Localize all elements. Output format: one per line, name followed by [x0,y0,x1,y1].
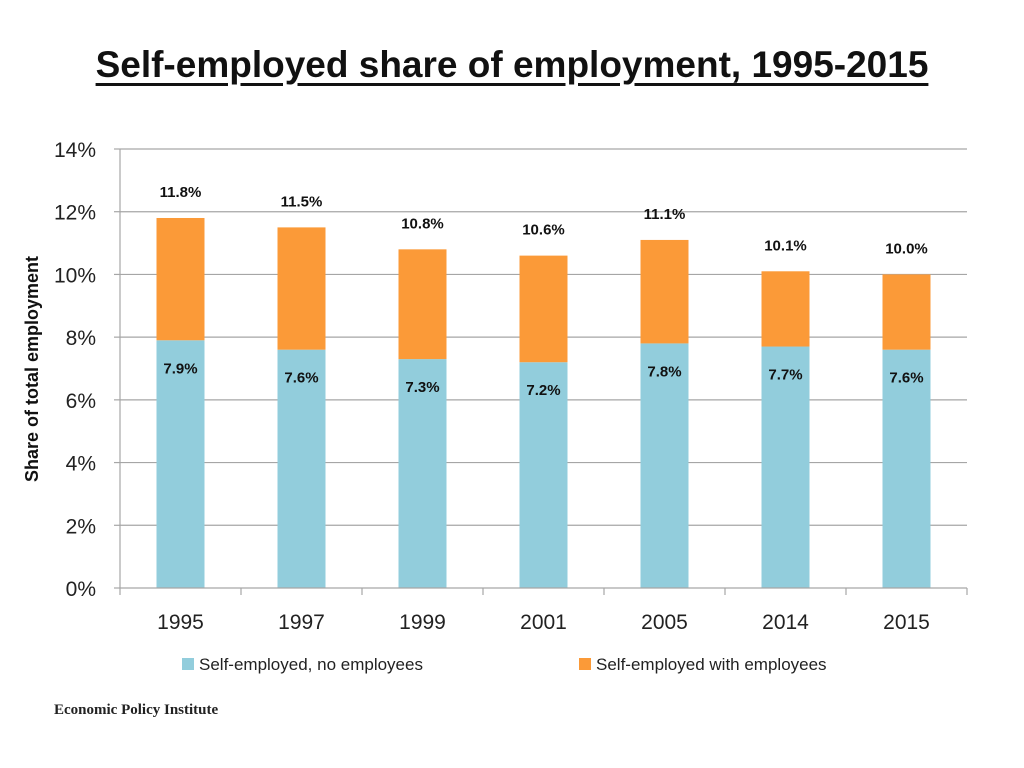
data-label-no-employees: 7.2% [526,382,560,399]
y-axis-ticks: 0% 2% 4% 6% 8% 10% 12% 14% [54,139,96,601]
x-axis [119,149,968,595]
data-label-no-employees: 7.7% [768,367,802,384]
data-label-no-employees: 7.6% [889,370,923,387]
x-tick-label: 2015 [883,611,930,634]
legend-swatch [579,658,591,670]
x-tick-label: 2014 [762,611,809,634]
y-tick-label: 6% [66,390,96,413]
x-tick-label: 1995 [157,611,204,634]
bar-with-employees [761,271,810,347]
bar-no-employees [882,349,931,588]
bar-with-employees [156,217,205,341]
legend-label: Self-employed with employees [596,655,827,674]
data-label-no-employees: 7.8% [647,363,681,380]
y-axis-label: Share of total employment [22,256,42,482]
data-label-total: 10.6% [522,222,565,239]
bars [156,217,931,588]
y-tick-label: 8% [66,327,96,350]
bar-with-employees [640,239,689,344]
data-label-total: 11.8% [160,184,202,201]
chart-title: Self-employed share of employment, 1995-… [95,44,929,85]
bar-with-employees [398,249,447,360]
data-label-total: 11.1% [644,206,686,223]
x-tick-label: 1999 [399,611,446,634]
y-tick-label: 0% [66,578,96,601]
bar-with-employees [882,274,931,350]
data-label-no-employees: 7.3% [405,379,439,396]
legend-label: Self-employed, no employees [199,655,423,674]
source-credit: Economic Policy Institute [54,702,219,718]
legend: Self-employed, no employees Self-employed… [182,655,827,674]
bar-no-employees [398,359,447,588]
legend-swatch [182,658,194,670]
bar-no-employees [640,343,689,588]
bar-with-employees [277,227,326,350]
data-label-no-employees: 7.9% [163,360,197,377]
x-tick-label: 1997 [278,611,325,634]
data-label-total: 10.1% [764,237,807,254]
x-axis-ticks: 1995 1997 1999 2001 2005 2014 2015 [157,611,930,634]
y-tick-label: 14% [54,139,96,162]
data-label-total: 10.0% [885,240,928,257]
bar-no-employees [519,362,568,588]
data-label-total: 10.8% [401,215,444,232]
y-tick-label: 2% [66,515,96,538]
y-tick-label: 10% [54,264,96,287]
x-tick-label: 2005 [641,611,688,634]
bar-with-employees [519,255,568,363]
y-tick-label: 12% [54,202,96,225]
y-tick-label: 4% [66,453,96,476]
bar-no-employees [761,346,810,588]
bar-no-employees [156,340,205,588]
data-label-no-employees: 7.6% [284,370,318,387]
bar-no-employees [277,349,326,588]
data-labels: 7.9% 11.8% 7.6% 11.5% 7.3% 10.8% 7.2% 10.6% 7.8%… [160,184,928,399]
x-tick-label: 2001 [520,611,567,634]
data-label-total: 11.5% [281,193,323,210]
